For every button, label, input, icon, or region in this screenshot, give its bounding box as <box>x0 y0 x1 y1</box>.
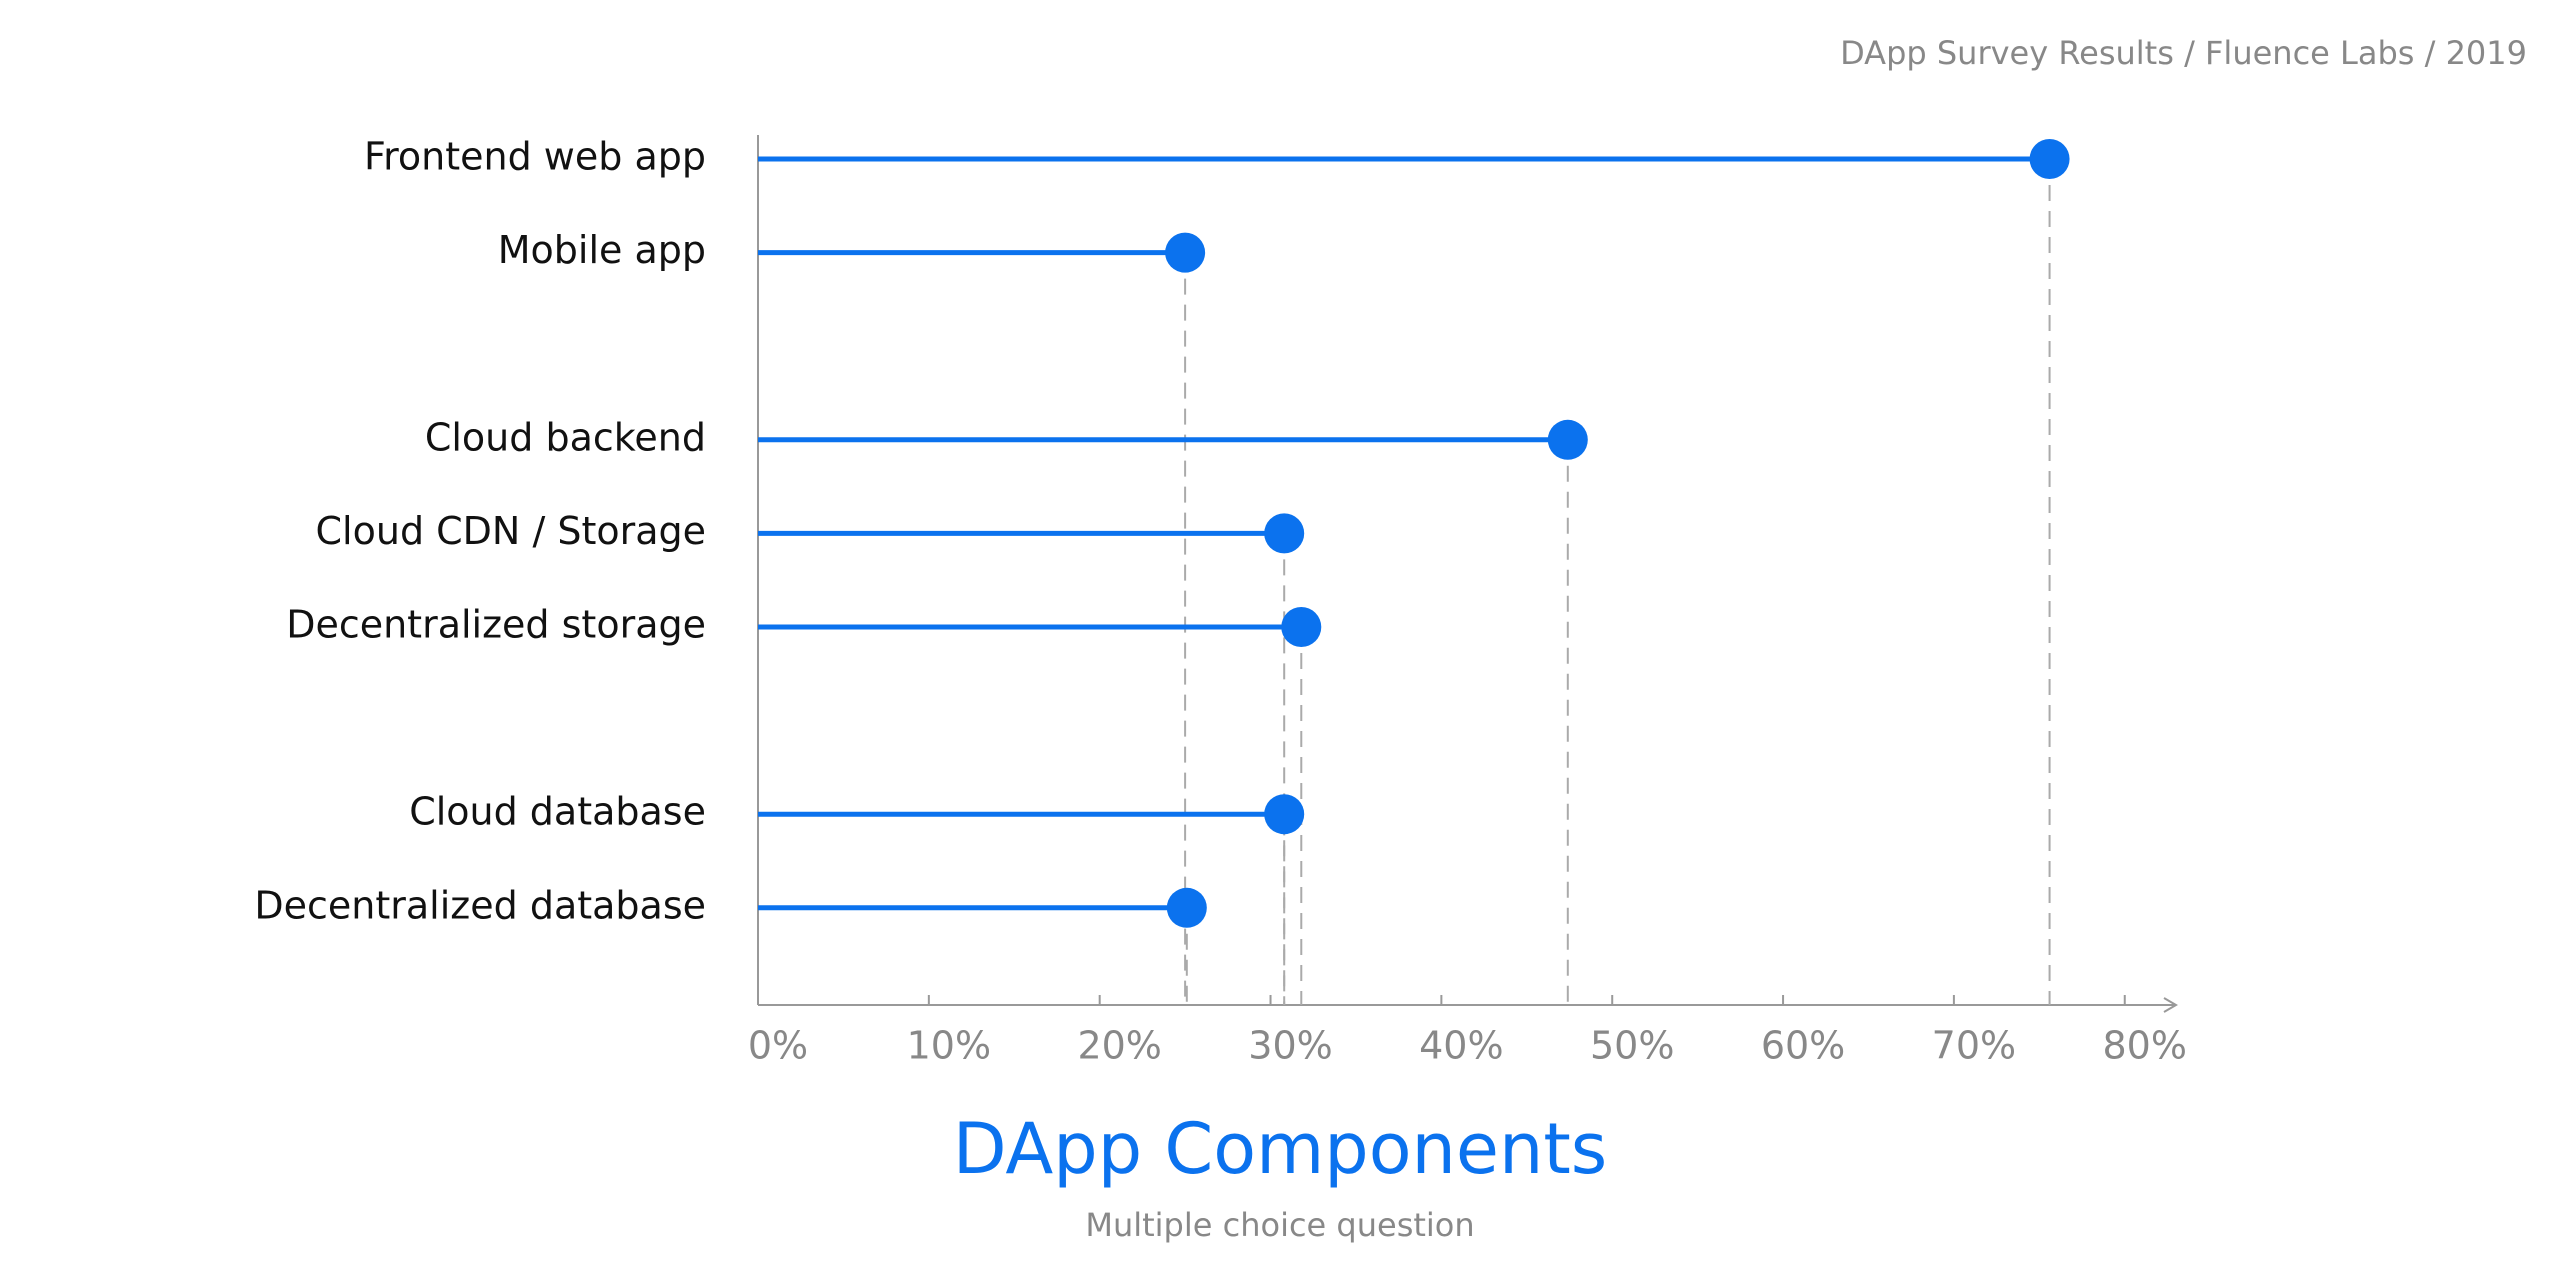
dot <box>1264 794 1305 835</box>
y-tick-label: Cloud CDN / Storage <box>316 509 706 553</box>
x-tick-label: 0% <box>748 1024 808 1068</box>
dot <box>1166 887 1207 928</box>
chart-title: DApp Components <box>953 1108 1608 1190</box>
x-tick-label: 50% <box>1590 1024 1674 1068</box>
x-tick-label: 10% <box>907 1024 991 1068</box>
dot <box>2029 139 2070 179</box>
dot <box>1165 232 1206 273</box>
x-tick-label: 60% <box>1761 1024 1845 1068</box>
x-tick-label: 80% <box>2103 1024 2187 1068</box>
chart-subtitle: Multiple choice question <box>1085 1206 1474 1244</box>
dot <box>1264 513 1305 554</box>
dot <box>1281 607 1322 647</box>
dot <box>1547 419 1588 460</box>
axis-arrow <box>2163 997 2178 1013</box>
x-tick-label: 70% <box>1932 1024 2016 1068</box>
y-tick-label: Mobile app <box>498 228 706 272</box>
y-tick-label: Decentralized storage <box>286 603 706 647</box>
y-tick-label: Decentralized database <box>254 883 706 927</box>
y-tick-label: Cloud backend <box>425 415 706 459</box>
y-tick-label: Frontend web app <box>364 135 706 179</box>
x-tick-label: 30% <box>1248 1024 1332 1068</box>
x-tick-label: 40% <box>1419 1024 1503 1068</box>
source-note: DApp Survey Results / Fluence Labs / 201… <box>1840 34 2527 72</box>
x-tick-label: 20% <box>1077 1024 1161 1068</box>
y-tick-label: Cloud database <box>409 790 706 834</box>
